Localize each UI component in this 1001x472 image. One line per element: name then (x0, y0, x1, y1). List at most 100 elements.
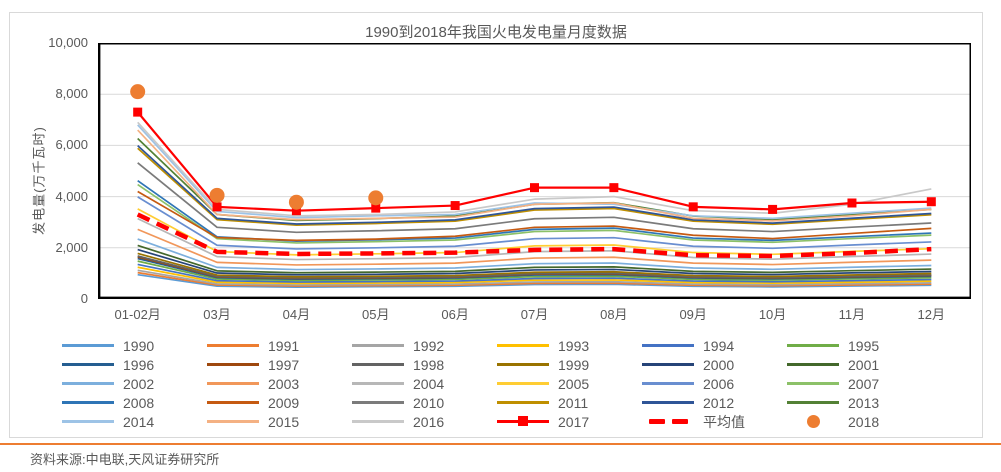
legend-item-2006: 2006 (642, 375, 787, 392)
legend-swatch-icon (352, 363, 404, 366)
marker-dot-2018 (288, 194, 304, 210)
series-1992 (137, 269, 932, 286)
x-tick-label: 03月 (203, 307, 231, 322)
legend-swatch-icon (62, 420, 114, 423)
legend-swatch-icon (352, 401, 404, 404)
legend-item-2009: 2009 (207, 394, 352, 411)
legend-swatch-icon (62, 363, 114, 366)
legend-swatch-icon (497, 416, 549, 426)
legend-item-1999: 1999 (497, 356, 642, 373)
x-tick-label: 12月 (917, 307, 945, 322)
legend-label: 2013 (848, 394, 880, 411)
legend-label: 2014 (123, 413, 155, 430)
legend-label: 2011 (558, 394, 589, 411)
legend-item-1991: 1991 (207, 337, 352, 354)
marker-square-2017 (291, 206, 301, 216)
marker-square-2017 (926, 197, 936, 207)
legend-swatch-icon (207, 382, 259, 385)
x-tick-label: 09月 (679, 307, 707, 322)
marker-dot-2018 (130, 84, 146, 100)
legend-label: 2016 (413, 413, 445, 430)
marker-dot-2018 (368, 190, 384, 206)
legend-label: 平均值 (703, 413, 745, 430)
legend-swatch-icon (787, 401, 839, 404)
legend-swatch-icon (62, 382, 114, 385)
series-2006 (137, 196, 932, 250)
legend-item-2014: 2014 (62, 413, 207, 430)
legend-label: 1995 (848, 337, 880, 354)
legend-label: 2007 (848, 375, 880, 392)
legend-swatch-icon (642, 401, 694, 404)
legend-swatch-icon (207, 363, 259, 366)
series-1993 (137, 266, 932, 285)
legend-label: 1999 (558, 356, 590, 373)
y-tick-label: 4,000 (55, 188, 88, 204)
marker-square-2017 (212, 202, 222, 212)
legend-swatch-icon (352, 382, 404, 385)
legend-label: 1997 (268, 356, 300, 373)
series-2009 (137, 190, 932, 242)
legend-swatch-icon (497, 401, 549, 404)
legend-label: 2015 (268, 413, 300, 430)
legend-row: 1990 1991 1992 1993 1994 1995 (62, 337, 932, 354)
series-2011 (137, 147, 932, 226)
series-2003 (137, 228, 932, 266)
legend-label: 2001 (848, 356, 880, 373)
x-tick-label: 07月 (520, 307, 549, 322)
legend-label: 1994 (703, 337, 735, 354)
series-2001 (137, 244, 932, 274)
legend-swatch-icon (787, 382, 839, 385)
plot-border (98, 43, 971, 299)
legend-label: 1998 (413, 356, 445, 373)
legend-label: 2009 (268, 394, 300, 411)
series-1994 (137, 263, 932, 283)
legend-item-2015: 2015 (207, 413, 352, 430)
legend-swatch-icon (497, 363, 549, 366)
legend-label: 2006 (703, 375, 735, 392)
legend-label: 1990 (123, 337, 155, 354)
series-2014 (137, 124, 932, 220)
series-1998 (137, 255, 932, 279)
legend-label: 1996 (123, 356, 155, 373)
marker-square-2017 (688, 202, 698, 212)
x-tick-label: 08月 (600, 307, 628, 322)
legend-swatch-icon (207, 401, 259, 404)
legend-item-2016: 2016 (352, 413, 497, 430)
marker-square-2017 (450, 201, 460, 211)
x-tick-label: 01-02月 (114, 307, 161, 322)
legend-item-2001: 2001 (787, 356, 932, 373)
plot-area (98, 43, 971, 299)
legend-item-2017: 2017 (497, 413, 642, 430)
legend-swatch-icon (352, 420, 404, 423)
legend-swatch-icon (787, 415, 839, 428)
legend-item-1994: 1994 (642, 337, 787, 354)
legend-label: 1993 (558, 337, 590, 354)
x-tick-label: 06月 (441, 307, 469, 322)
legend-item-2004: 2004 (352, 375, 497, 392)
legend-swatch-icon (62, 344, 114, 347)
legend-item-2002: 2002 (62, 375, 207, 392)
x-axis-labels: 01-02月 03月 04月 05月 06月 07月 08月 09月 10月 11月 12月 (98, 304, 971, 323)
legend-label: 2003 (268, 375, 300, 392)
series-2017 (136, 111, 932, 212)
legend-label: 1992 (413, 337, 445, 354)
legend-swatch-icon (497, 382, 549, 385)
legend-item-2011: 2011 (497, 394, 642, 411)
series-2015 (137, 129, 932, 222)
legend-swatch-icon (787, 363, 839, 366)
legend-swatch-icon (352, 344, 404, 347)
legend-label: 2004 (413, 375, 445, 392)
series-1991 (137, 271, 932, 287)
y-tick-label: 6,000 (55, 137, 88, 153)
series-2007 (137, 183, 932, 244)
legend-item-2013: 2013 (787, 394, 932, 411)
legend-row: 2014 2015 2016 2017 平均值 2018 (62, 413, 932, 430)
source-note: 资料来源:中电联,天风证券研究所 (30, 452, 220, 467)
x-tick-label: 04月 (282, 307, 311, 322)
series-2005 (137, 208, 932, 256)
chart-box: 1990到2018年我国火电发电量月度数据 发电量(万千瓦时) 10,000 8,… (9, 12, 983, 438)
legend-swatch-icon (207, 344, 259, 347)
legend-row: 2002 2003 2004 2005 2006 2007 (62, 375, 932, 392)
legend-label: 2010 (413, 394, 445, 411)
